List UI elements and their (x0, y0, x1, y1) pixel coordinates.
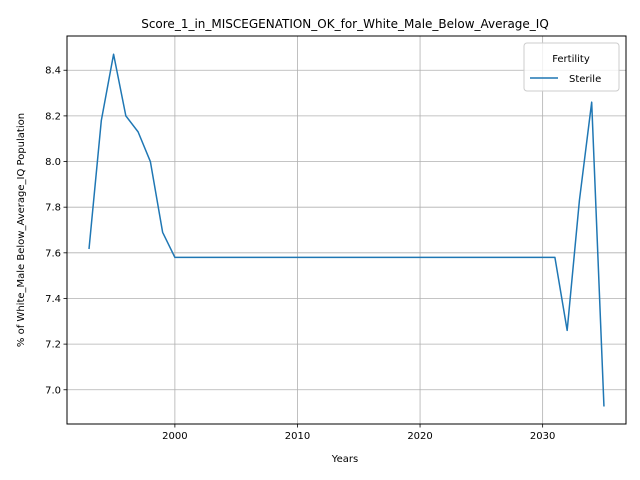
legend-box (523, 42, 620, 92)
y-axis-label: % of White_Male Below_Average_IQ Populat… (16, 113, 27, 347)
x-tick-label: 2020 (407, 431, 432, 442)
y-tick-label: 8.4 (45, 66, 61, 77)
y-tick-label: 8.2 (45, 111, 61, 122)
legend: Fertility Sterile (523, 42, 620, 92)
y-tick-label: 7.0 (45, 385, 61, 396)
x-tick-label: 2030 (530, 431, 555, 442)
series-line-sterile (88, 53, 605, 407)
y-tick-label: 8.0 (45, 157, 61, 168)
chart-title: Score_1_in_MISCEGENATION_OK_for_White_Ma… (141, 17, 549, 31)
x-axis-ticks: 2000 2010 2020 2030 (162, 424, 555, 442)
x-tick-label: 2010 (285, 431, 310, 442)
y-tick-label: 7.4 (45, 294, 61, 305)
grid (67, 36, 626, 424)
y-axis-ticks: 7.0 7.2 7.4 7.6 7.8 8.0 8.2 8.4 (45, 66, 67, 396)
plot-frame (66, 35, 627, 425)
x-tick-label: 2000 (162, 431, 187, 442)
y-tick-label: 7.8 (45, 203, 61, 214)
x-axis-label: Years (331, 454, 358, 465)
y-tick-label: 7.2 (45, 340, 61, 351)
legend-title: Fertility (552, 54, 590, 65)
plot-lines (88, 53, 605, 407)
legend-entry-sterile: Sterile (569, 74, 601, 85)
y-tick-label: 7.6 (45, 248, 61, 259)
